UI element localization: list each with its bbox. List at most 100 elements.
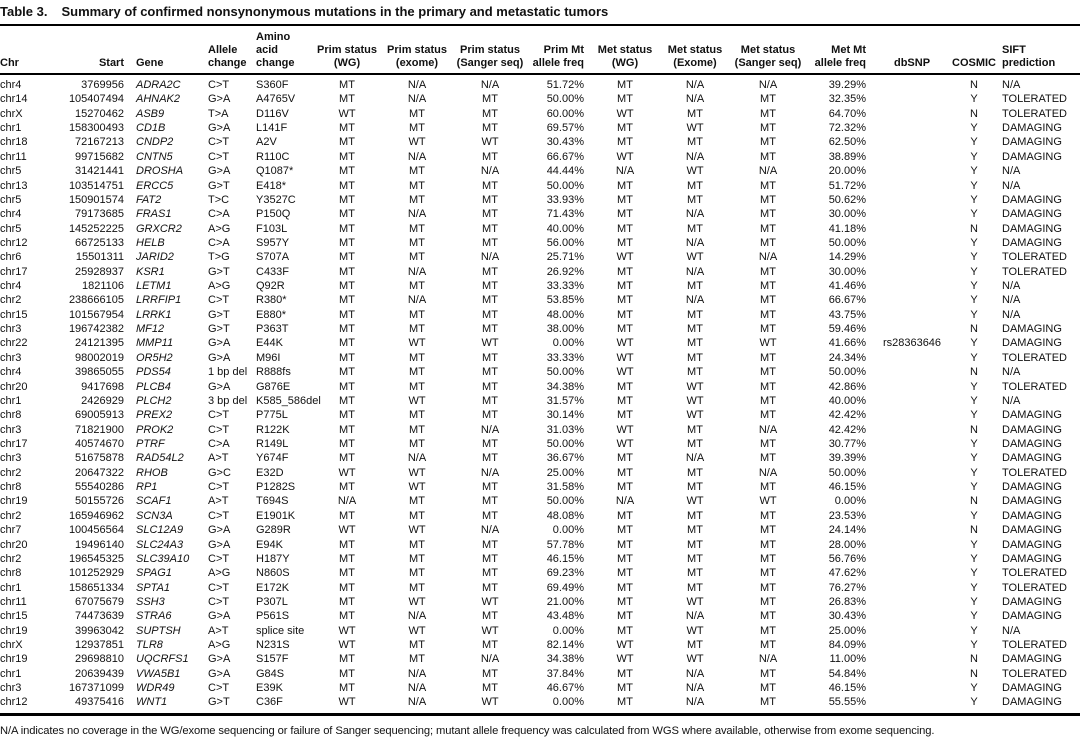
cell-prim_sanger: MT xyxy=(482,409,498,422)
cell-met_wg: MT xyxy=(617,294,633,307)
cell-prim_exome: N/A xyxy=(407,667,427,680)
cell-chr: chr2 xyxy=(0,466,22,479)
cell-met_freq: 39.29% xyxy=(828,79,866,91)
cell-start: 158651334 xyxy=(68,581,124,594)
cell-cosmic: Y xyxy=(970,136,978,149)
cell-prim_freq: 26.92% xyxy=(546,265,584,278)
cell-met_exome: N/A xyxy=(685,294,705,307)
cell-sift: TOLERATED xyxy=(1002,667,1067,680)
cell-cosmic: Y xyxy=(970,93,978,106)
cell-start: 20647322 xyxy=(75,466,124,479)
cell-chr: chr4 xyxy=(0,366,22,379)
cell-sift: TOLERATED xyxy=(1002,567,1067,580)
cell-prim_sanger: N/A xyxy=(480,423,500,436)
cell-met_exome: WT xyxy=(686,653,704,666)
cell-sift: N/A xyxy=(1002,280,1021,293)
cell-prim_sanger: MT xyxy=(482,509,498,522)
cell-cosmic: Y xyxy=(970,265,978,278)
cell-prim_sanger: MT xyxy=(482,481,498,494)
cell-chr: chr19 xyxy=(0,624,28,637)
cell-prim_freq: 31.57% xyxy=(546,394,584,407)
cell-cosmic: Y xyxy=(970,251,978,264)
cell-aa: P775L xyxy=(256,409,288,422)
cell-chr: chr14 xyxy=(0,93,28,106)
table-row: chr3 196742382 MF12 G>T P363T MT MT MT 38.00% MT M… xyxy=(0,322,1080,336)
cell-met_wg: MT xyxy=(617,452,633,465)
cell-chr: chr8 xyxy=(0,567,22,580)
cell-chr: chr8 xyxy=(0,409,22,422)
cell-allele: 1 bp del xyxy=(208,366,248,379)
cell-met_freq: 42.42% xyxy=(828,423,866,436)
cell-prim_sanger: MT xyxy=(482,308,498,321)
cell-allele: C>T xyxy=(208,552,230,565)
cell-met_sanger: N/A xyxy=(758,653,778,666)
cell-prim_wg: MT xyxy=(339,667,355,680)
cell-met_exome: N/A xyxy=(685,150,705,163)
cell-prim_wg: MT xyxy=(339,136,355,149)
cell-prim_exome: MT xyxy=(409,581,425,594)
cell-met_freq: 62.50% xyxy=(828,136,866,149)
cell-start: 15270462 xyxy=(75,107,124,120)
cell-dbsnp xyxy=(872,552,952,566)
cell-met_sanger: N/A xyxy=(758,79,778,91)
cell-met_sanger: MT xyxy=(760,236,776,249)
cell-met_exome: WT xyxy=(686,122,704,135)
column-header-chr: Chr xyxy=(0,26,40,75)
cell-prim_sanger: WT xyxy=(481,696,499,709)
cell-chr: chr6 xyxy=(0,251,22,264)
cell-met_sanger: WT xyxy=(759,337,777,350)
cell-gene: WDR49 xyxy=(136,682,175,695)
cell-prim_freq: 46.15% xyxy=(546,552,584,565)
cell-chr: chr7 xyxy=(0,524,22,537)
cell-prim_wg: N/A xyxy=(337,495,357,508)
cell-prim_exome: WT xyxy=(408,136,426,149)
cell-prim_wg: WT xyxy=(338,107,356,120)
cell-met_sanger: MT xyxy=(760,595,776,608)
cell-prim_sanger: N/A xyxy=(480,251,500,264)
cell-prim_freq: 46.67% xyxy=(546,682,584,695)
cell-prim_wg: MT xyxy=(339,552,355,565)
column-header-prim_sanger: Prim status (Sanger seq) xyxy=(452,26,528,75)
cell-met_freq: 47.62% xyxy=(828,567,866,580)
cell-dbsnp xyxy=(872,351,952,365)
cell-chr: chr5 xyxy=(0,193,22,206)
cell-allele: G>A xyxy=(208,351,231,364)
cell-met_sanger: MT xyxy=(760,524,776,537)
table-row: chr3 167371099 WDR49 C>T E39K MT N/A MT 46.67% MT… xyxy=(0,681,1080,695)
cell-prim_wg: MT xyxy=(339,208,355,221)
cell-dbsnp xyxy=(872,179,952,193)
table-row: chr3 51675878 RAD54L2 A>T Y674F MT N/A MT 36.67%… xyxy=(0,451,1080,465)
cell-sift: DAMAGING xyxy=(1002,452,1062,465)
cell-chr: chr3 xyxy=(0,682,22,695)
cell-gene: PDS54 xyxy=(136,366,171,379)
cell-met_freq: 30.43% xyxy=(828,610,866,623)
cell-prim_exome: MT xyxy=(409,179,425,192)
cell-start: 39865055 xyxy=(75,366,124,379)
cell-met_sanger: MT xyxy=(760,696,776,709)
table-footnote: N/A indicates no coverage in the WG/exom… xyxy=(0,724,935,737)
cell-prim_freq: 50.00% xyxy=(546,495,584,508)
cell-start: 24121395 xyxy=(75,337,124,350)
cell-start: 40574670 xyxy=(75,437,124,450)
cell-met_exome: WT xyxy=(686,251,704,264)
cell-gene: SLC24A3 xyxy=(136,538,184,551)
cell-aa: P363T xyxy=(256,323,289,336)
cell-start: 196545325 xyxy=(68,552,124,565)
cell-prim_freq: 69.23% xyxy=(546,567,584,580)
cell-allele: C>T xyxy=(208,150,230,163)
cell-met_sanger: MT xyxy=(760,509,776,522)
cell-prim_wg: MT xyxy=(339,323,355,336)
cell-prim_wg: MT xyxy=(339,93,355,106)
cell-start: 196742382 xyxy=(68,323,124,336)
cell-aa: E1901K xyxy=(256,509,296,522)
cell-cosmic: Y xyxy=(970,538,978,551)
cell-met_sanger: MT xyxy=(760,208,776,221)
cell-gene: AHNAK2 xyxy=(136,93,181,106)
cell-chr: chr11 xyxy=(0,595,27,608)
cell-met_freq: 0.00% xyxy=(834,495,866,508)
cell-sift: DAMAGING xyxy=(1002,696,1062,709)
cell-allele: G>A xyxy=(208,122,231,135)
cell-sift: DAMAGING xyxy=(1002,682,1062,695)
cell-met_freq: 76.27% xyxy=(828,581,866,594)
cell-prim_sanger: MT xyxy=(482,682,498,695)
